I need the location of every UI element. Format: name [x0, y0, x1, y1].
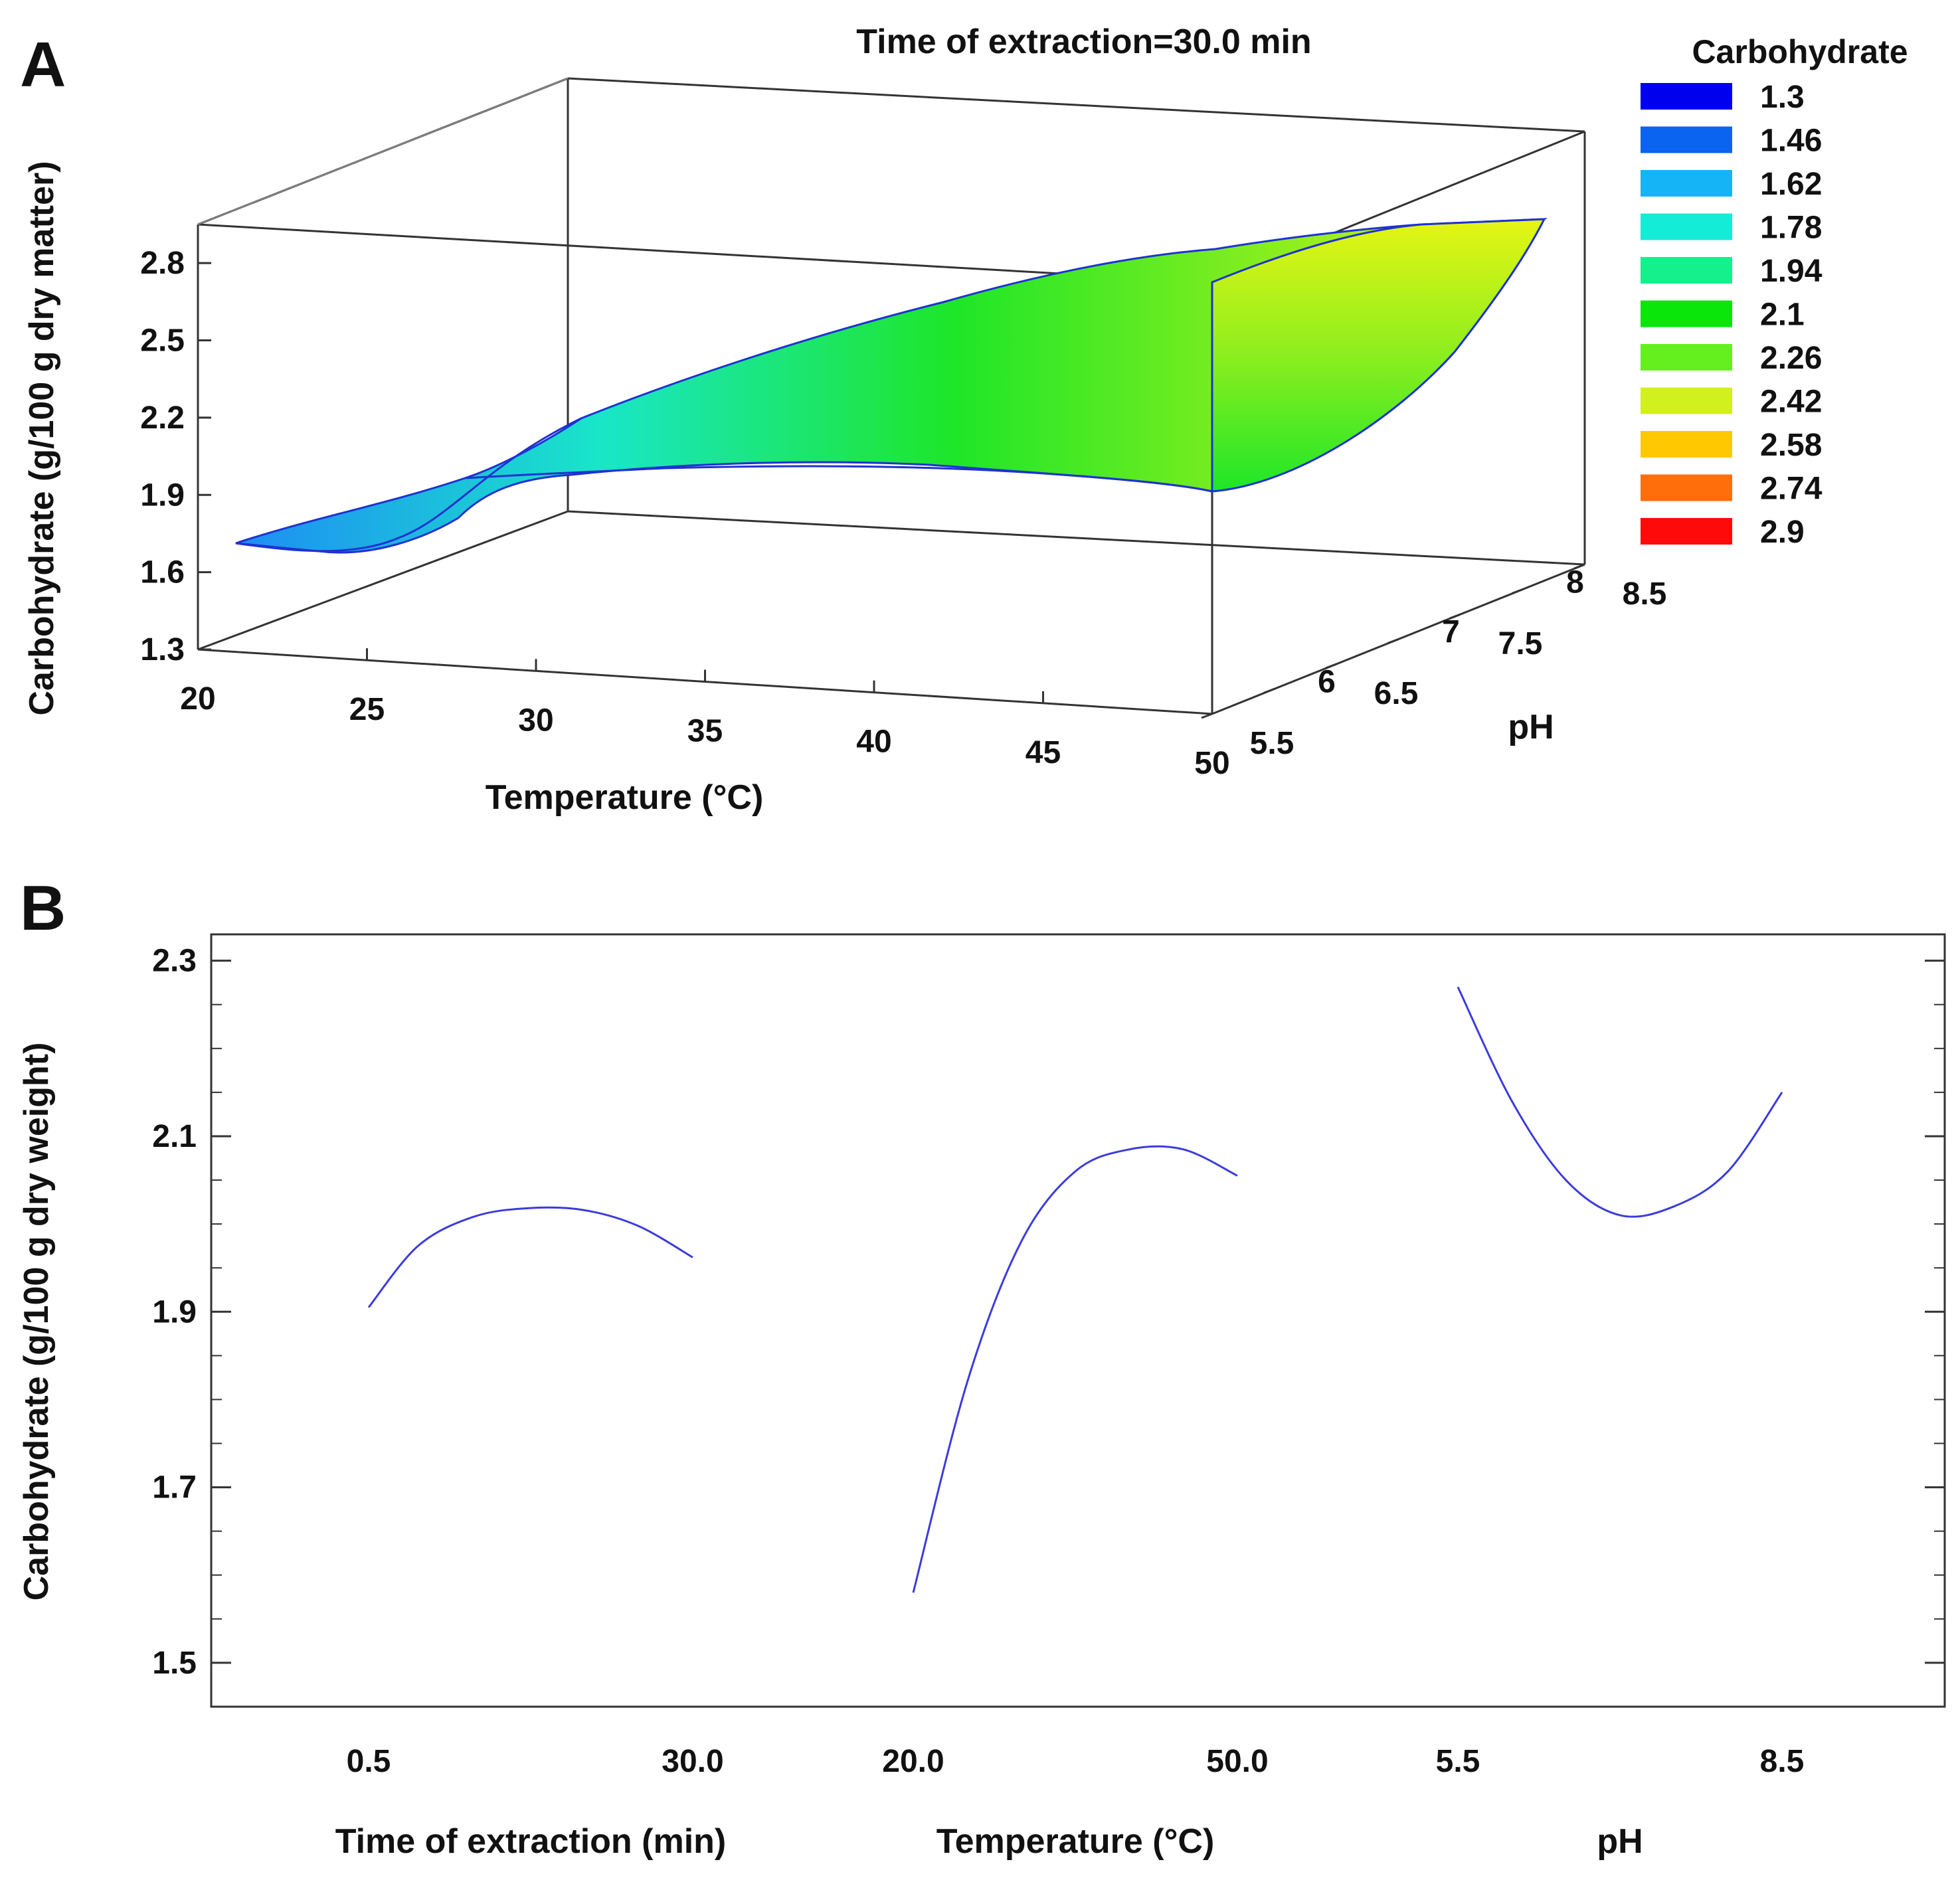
- x-axis-label-1: Time of extraction (min): [335, 1822, 726, 1861]
- legend-swatch: [1641, 126, 1732, 153]
- legend-swatch: [1641, 387, 1732, 414]
- panel-a-z-label: Carbohydrate (g/100 g dry matter): [23, 161, 61, 715]
- legend-label: 1.46: [1760, 124, 1822, 159]
- ph-tick-mark: [1325, 663, 1337, 669]
- x-tick-label: 20: [180, 681, 215, 717]
- legend-swatch: [1641, 170, 1732, 197]
- x-axis-label-2: Temperature (°C): [936, 1822, 1215, 1861]
- panel-a-y-label: pH: [1508, 708, 1554, 746]
- y-tick-label: 1.5: [152, 1646, 197, 1681]
- legend-label: 2.58: [1760, 428, 1822, 463]
- x-tick-label: 30: [518, 703, 553, 738]
- x-tick-label: 0.5: [347, 1744, 391, 1779]
- z-tick-label: 1.3: [140, 632, 185, 667]
- y-tick-label: 1.7: [152, 1470, 197, 1505]
- panel-a-x-label: Temperature (°C): [486, 778, 764, 817]
- legend-label: 1.94: [1760, 254, 1823, 289]
- legend-label: 1.62: [1760, 167, 1822, 202]
- panel-a-letter: A: [20, 29, 66, 100]
- ph-tick-mark: [1449, 613, 1461, 620]
- panel-b-plot-frame: [210, 933, 1946, 1708]
- z-tick-label: 1.9: [140, 477, 185, 513]
- x-tick-label: 50: [1194, 746, 1229, 781]
- legend-label: 2.1: [1760, 298, 1805, 333]
- legend-swatch: [1641, 83, 1732, 110]
- legend-label: 2.42: [1760, 385, 1822, 420]
- z-tick-label: 2.5: [140, 323, 185, 359]
- x-tick-label: 40: [856, 725, 891, 760]
- y-tick-label: 2.1: [152, 1119, 197, 1154]
- panel-b-letter: B: [20, 873, 66, 944]
- y-tick-label: 2.3: [152, 944, 197, 979]
- surface-side-face: [1211, 218, 1546, 493]
- legend-title: Carbohydrate: [1692, 33, 1908, 70]
- x-tick-label: 25: [349, 692, 385, 727]
- legend-label: 1.3: [1760, 80, 1805, 115]
- x-axis-label-3: pH: [1597, 1822, 1643, 1861]
- legend-swatch: [1641, 300, 1732, 327]
- x-tick-label: 8.5: [1760, 1744, 1805, 1779]
- x-tick-label: 50.0: [1206, 1744, 1268, 1779]
- ph-tick-label: 5.5: [1250, 726, 1294, 761]
- panel-b-series: 0.5 30.0 Time of extraction (min) 20.0 50.0 T…: [335, 986, 1805, 1861]
- effect-line-1: [367, 1206, 693, 1308]
- legend-swatch: [1641, 213, 1732, 240]
- y-tick-label: 1.9: [152, 1294, 197, 1329]
- surface-front-edge: [235, 417, 582, 553]
- x-tick-label: 45: [1025, 735, 1061, 770]
- panel-b-y-axis: 1.5 1.7 1.9 2.1 2.3: [152, 944, 1945, 1681]
- legend-swatch: [1641, 344, 1732, 371]
- ph-tick-mark: [1511, 588, 1524, 594]
- z-tick-label: 2.8: [140, 246, 185, 281]
- ph-tick-mark: [1573, 563, 1585, 570]
- legend-label: 2.74: [1760, 471, 1823, 507]
- panel-a-legend: Carbohydrate 1.3 1.46 1.62 1.78 1.94 2.1 2.26 2…: [1641, 33, 1908, 550]
- x-tick-label: 35: [687, 714, 723, 749]
- response-surface: [235, 218, 1548, 554]
- legend-label: 2.9: [1760, 515, 1805, 550]
- ph-tick-mark: [1387, 638, 1399, 644]
- surface-back-edge: [464, 465, 1213, 493]
- ph-tick-label: 8: [1566, 565, 1584, 600]
- ph-tick-label: 7.5: [1498, 626, 1543, 661]
- panel-a-z-gridlines: [197, 78, 569, 225]
- panel-a-z-axis: 1.3 1.6 1.9 2.2 2.5 2.8: [140, 246, 211, 667]
- panel-a-x-axis: 20 25 30 35 40 45 50: [180, 638, 1230, 781]
- effect-line-3: [1457, 986, 1783, 1218]
- legend-swatch: [1641, 474, 1732, 501]
- x-tick-label: 30.0: [662, 1744, 723, 1779]
- legend-label: 1.78: [1760, 211, 1822, 246]
- ph-tick-label: 8.5: [1623, 576, 1667, 612]
- legend-label: 2.26: [1760, 341, 1822, 376]
- panel-b: B 1.5 1.7 1.9 2.1 2.3 0.5 30.0 Time of extract…: [17, 873, 1946, 1861]
- panel-b-y-label: Carbohydrate (g/100 g dry weight): [17, 1043, 56, 1601]
- panel-a-y-axis: 5.5 6 6.5 7 7.5 8 8.5: [1201, 563, 1667, 761]
- x-tick-label: 20.0: [882, 1744, 944, 1779]
- legend-swatch: [1641, 431, 1732, 458]
- panel-a: A Time of extraction=30.0 min: [20, 23, 1908, 817]
- ph-tick-label: 7: [1442, 615, 1460, 650]
- legend-swatch: [1641, 518, 1732, 545]
- z-tick-label: 2.2: [140, 400, 185, 436]
- ph-tick-label: 6.5: [1374, 676, 1419, 711]
- panel-a-title: Time of extraction=30.0 min: [856, 23, 1311, 61]
- ph-tick-mark: [1263, 688, 1275, 694]
- effect-line-2: [912, 1145, 1238, 1593]
- ph-tick-mark: [1201, 713, 1213, 719]
- legend-swatch: [1641, 257, 1732, 284]
- z-tick-label: 1.6: [140, 555, 185, 590]
- x-tick-label: 5.5: [1436, 1744, 1480, 1779]
- ph-tick-label: 6: [1318, 665, 1336, 700]
